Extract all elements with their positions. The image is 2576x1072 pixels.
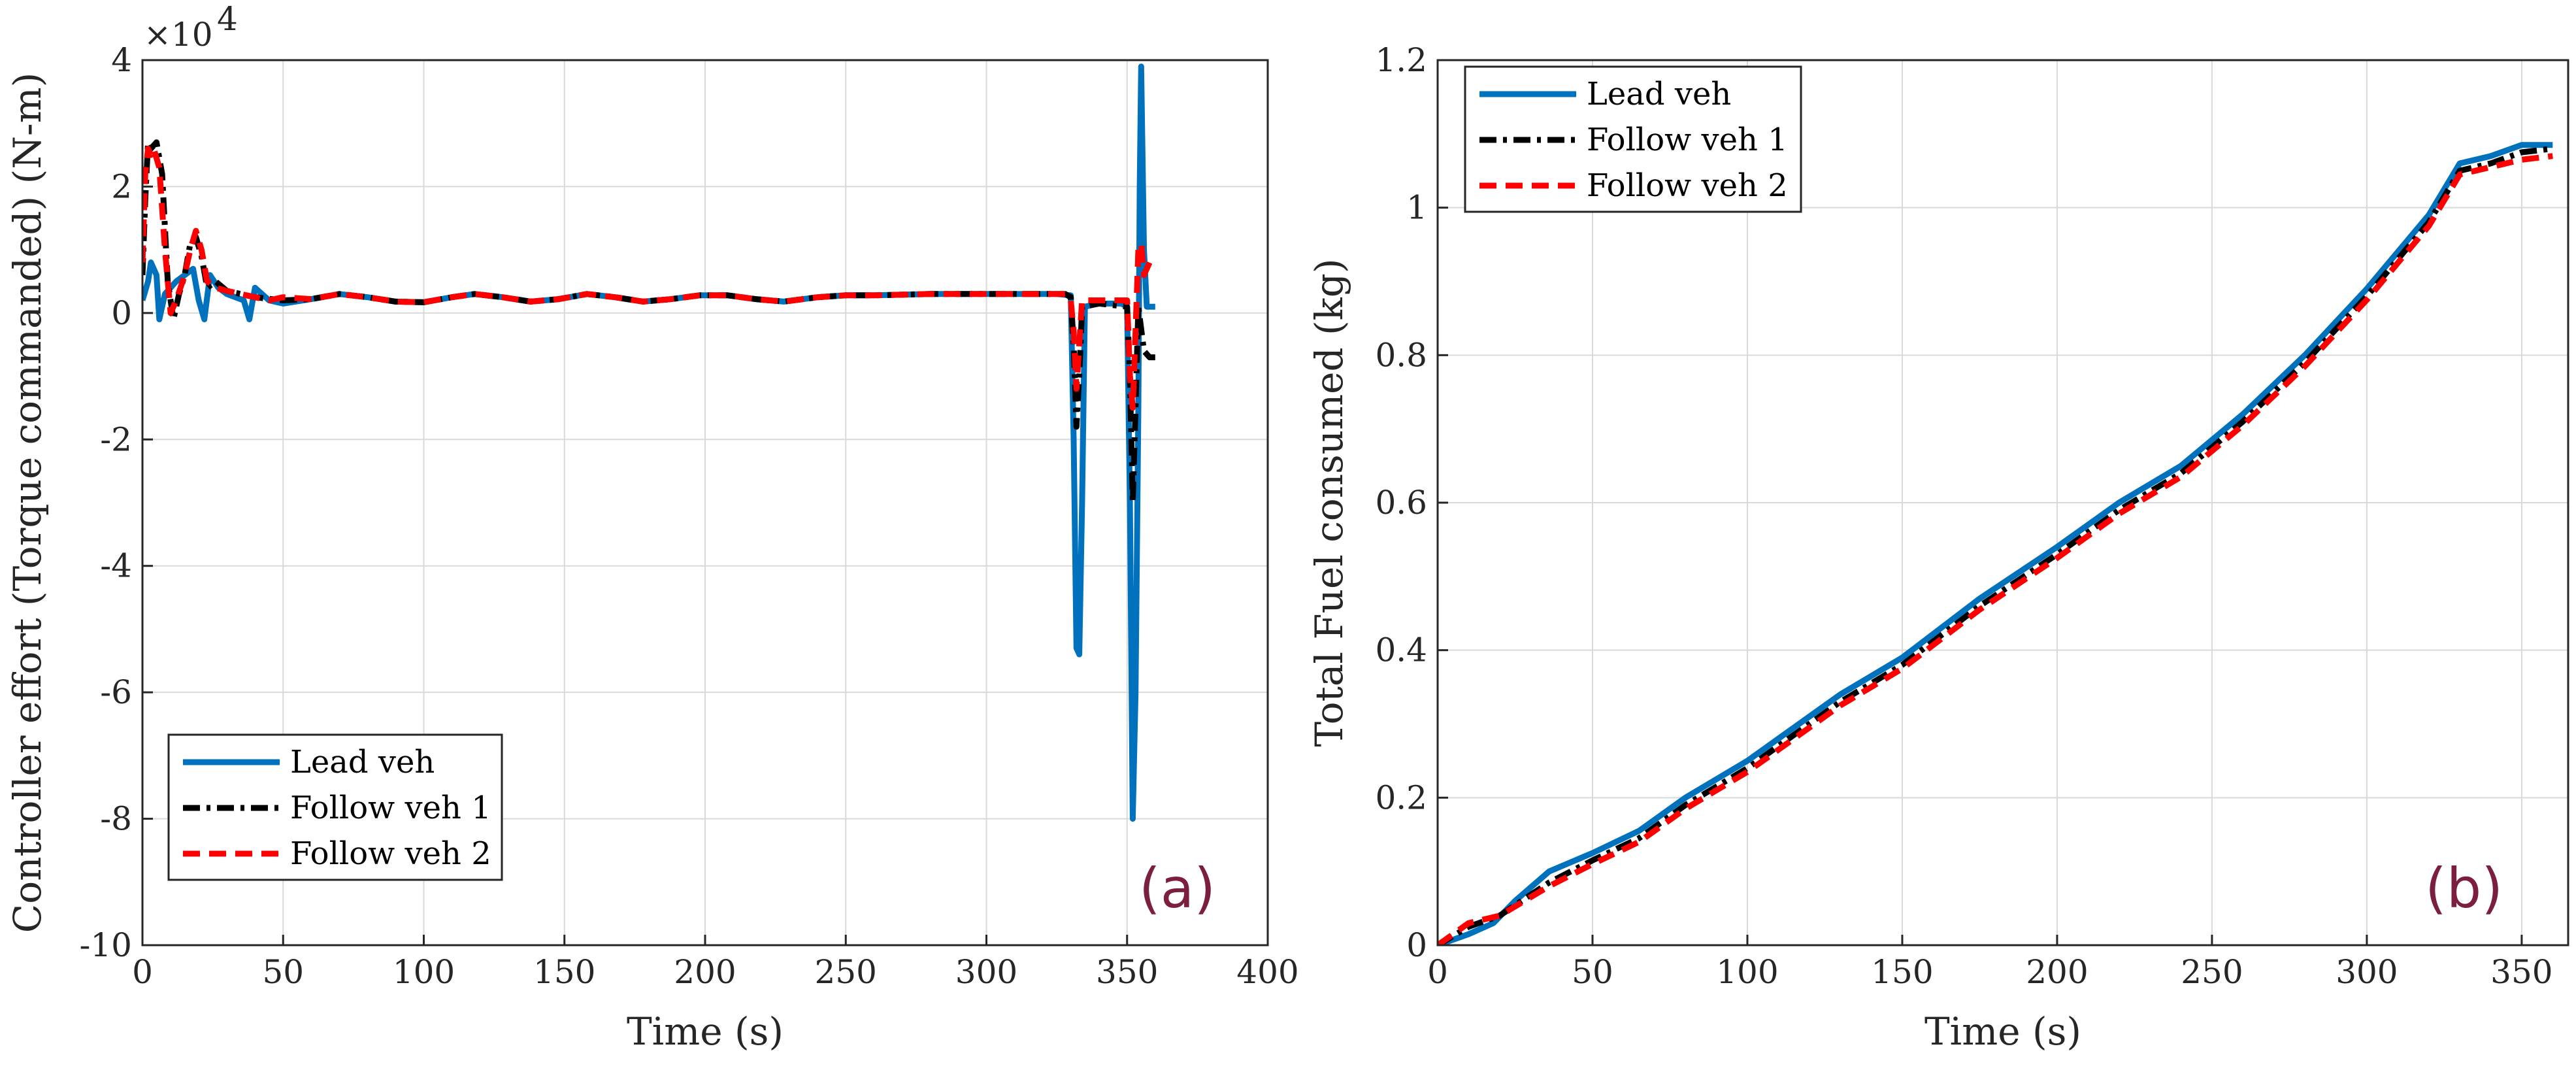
legend-label-a-0: Lead veh [290,744,435,780]
y-tick-label-a-6: 2 [111,167,132,205]
series-line-b-follow-veh-2 [1438,153,2553,945]
panel-tag-b: (b) [2425,856,2503,920]
series-line-b-lead-veh [1438,142,2553,945]
x-tick-label-b-5: 250 [2181,953,2243,991]
y-tick-label-b-3: 0.6 [1375,484,1427,522]
x-tick-label-a-7: 350 [1096,953,1158,991]
series-line-a-follow-veh-2 [142,145,1155,411]
x-tick-label-a-4: 200 [674,953,736,991]
x-axis-label-a: Time (s) [627,1009,784,1054]
x-tick-label-a-8: 400 [1236,953,1298,991]
y-tick-label-b-1: 0.2 [1375,779,1427,816]
x-tick-label-b-7: 350 [2490,953,2552,991]
y-tick-label-a-4: -2 [100,420,132,458]
legend-b: Lead veh Follow veh 1 Follow veh 2 [1464,65,1802,213]
x-tick-label-b-1: 50 [1572,953,1613,991]
y-multiplier-a: ×10 [144,16,213,54]
y-tick-label-a-2: -6 [100,673,132,711]
x-axis-label-b: Time (s) [1924,1009,2081,1054]
chart-a: 0 50 100 150 200 250 300 350 400 -10 -8 -6 -4 -2 0 2 4 Ti… [5,0,1299,1054]
y-tick-label-a-5: 0 [111,294,132,332]
y-tick-label-a-7: 4 [111,41,132,79]
legend-a: Lead veh Follow veh 1 Follow veh 2 [167,733,503,881]
y-multiplier-exponent-a: 4 [217,0,238,38]
x-tick-label-a-1: 50 [262,953,304,991]
y-tick-label-b-0: 0 [1406,926,1427,964]
legend-label-a-2: Follow veh 2 [290,835,491,872]
legend-label-b-2: Follow veh 2 [1587,167,1788,204]
legend-label-b-0: Lead veh [1587,76,1731,112]
series-line-b-follow-veh-1 [1438,145,2553,945]
x-tick-label-b-4: 200 [2026,953,2088,991]
chart-b: 0 50 100 150 200 250 300 350 0 0.2 0.4 0.6 0.8 1 1.2 Ti… [1307,41,2569,1054]
y-tick-label-a-1: -8 [100,800,132,838]
x-tick-label-b-0: 0 [1427,953,1448,991]
y-axis-label-b: Total Fuel consumed (kg) [1307,258,1351,746]
y-axis-label-a: Controller effort (Torque commanded) (N-… [5,73,50,933]
x-tick-label-b-3: 150 [1871,953,1933,991]
x-tick-label-a-3: 150 [533,953,595,991]
y-tick-label-b-2: 0.4 [1375,631,1427,669]
series-line-a-follow-veh-1 [142,139,1155,506]
y-tick-label-a-0: -10 [79,926,132,964]
series-line-a-lead-veh [142,63,1155,822]
panel-tag-a: (a) [1139,856,1215,920]
x-tick-label-b-2: 100 [1716,953,1778,991]
x-tick-label-a-2: 100 [393,953,455,991]
legend-label-b-1: Follow veh 1 [1587,122,1788,158]
x-tick-label-b-6: 300 [2336,953,2398,991]
y-tick-label-b-4: 0.8 [1375,336,1427,374]
y-tick-label-b-6: 1.2 [1375,41,1427,79]
y-tick-label-a-3: -4 [100,547,132,585]
x-tick-label-a-5: 250 [815,953,877,991]
y-tick-label-b-5: 1 [1406,189,1427,227]
x-tick-label-a-6: 300 [955,953,1017,991]
legend-label-a-1: Follow veh 1 [290,790,491,826]
x-tick-label-a-0: 0 [132,953,153,991]
